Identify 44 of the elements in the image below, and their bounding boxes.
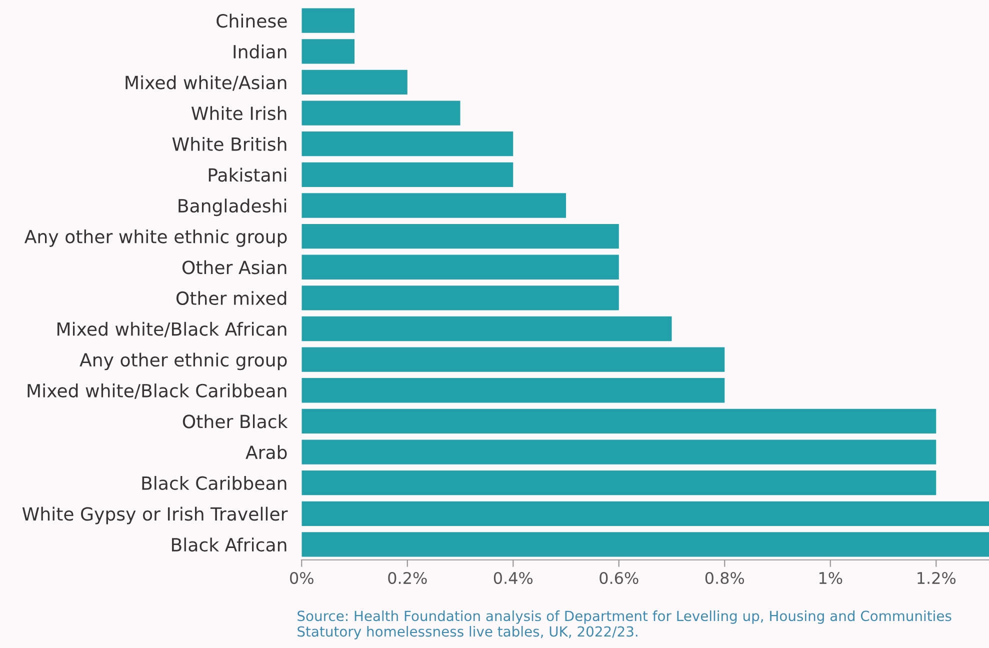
x-tick-label: 1% xyxy=(819,572,842,584)
y-tick-label: Other Asian xyxy=(182,260,286,274)
bar xyxy=(302,8,355,33)
bar xyxy=(302,440,936,464)
x-tick-label: 1.2% xyxy=(918,572,956,584)
y-tick-label: Indian xyxy=(234,44,286,59)
y-tick-label: Mixed white/Black African xyxy=(57,322,286,338)
bar xyxy=(302,162,514,187)
x-tick-label: 0% xyxy=(290,572,314,584)
bar xyxy=(302,39,355,64)
bar xyxy=(302,470,936,496)
y-tick-label: Other Black xyxy=(182,414,288,428)
bar xyxy=(302,532,989,557)
bar xyxy=(302,378,725,403)
y-tick-label: Arab xyxy=(246,445,287,460)
y-tick-label: Any other ethnic group xyxy=(80,352,287,370)
y-tick-label: Black African xyxy=(172,538,286,552)
x-tick-label: 0.8% xyxy=(705,572,744,584)
bar xyxy=(302,100,460,126)
y-tick-label: Other mixed xyxy=(176,291,286,306)
x-tick-label: 0.4% xyxy=(494,572,533,584)
y-tick-label: Chinese xyxy=(216,14,287,28)
bar xyxy=(302,193,566,218)
source-note: Source: Health Foundation analysis of Department for Levelling up, Housing and Communities Statutory homelessness live tables, UK, 2022/23. xyxy=(298,610,952,640)
bar xyxy=(302,254,619,280)
y-tick-label: White Irish xyxy=(192,106,286,120)
y-tick-label: Pakistani xyxy=(208,168,286,182)
bar xyxy=(302,408,936,434)
bar xyxy=(302,224,619,249)
y-tick-label: White British xyxy=(172,136,286,151)
y-tick-label: White Gypsy or Irish Traveller xyxy=(22,506,288,524)
bar xyxy=(302,286,619,310)
bar xyxy=(302,501,989,526)
y-tick-label: Mixed white/Black Caribbean xyxy=(28,384,286,399)
x-tick-label: 0.2% xyxy=(388,572,427,584)
y-tick-label: Mixed white/Asian xyxy=(126,75,286,91)
x-tick-label: 0.6% xyxy=(600,572,638,584)
y-tick-label: Any other white ethnic group xyxy=(24,229,287,247)
bar xyxy=(302,132,514,156)
bar xyxy=(302,347,725,372)
y-tick-label: Bangladeshi xyxy=(178,198,286,216)
y-tick-label: Black Caribbean xyxy=(142,476,286,490)
bar xyxy=(302,316,672,342)
bar xyxy=(302,70,408,95)
